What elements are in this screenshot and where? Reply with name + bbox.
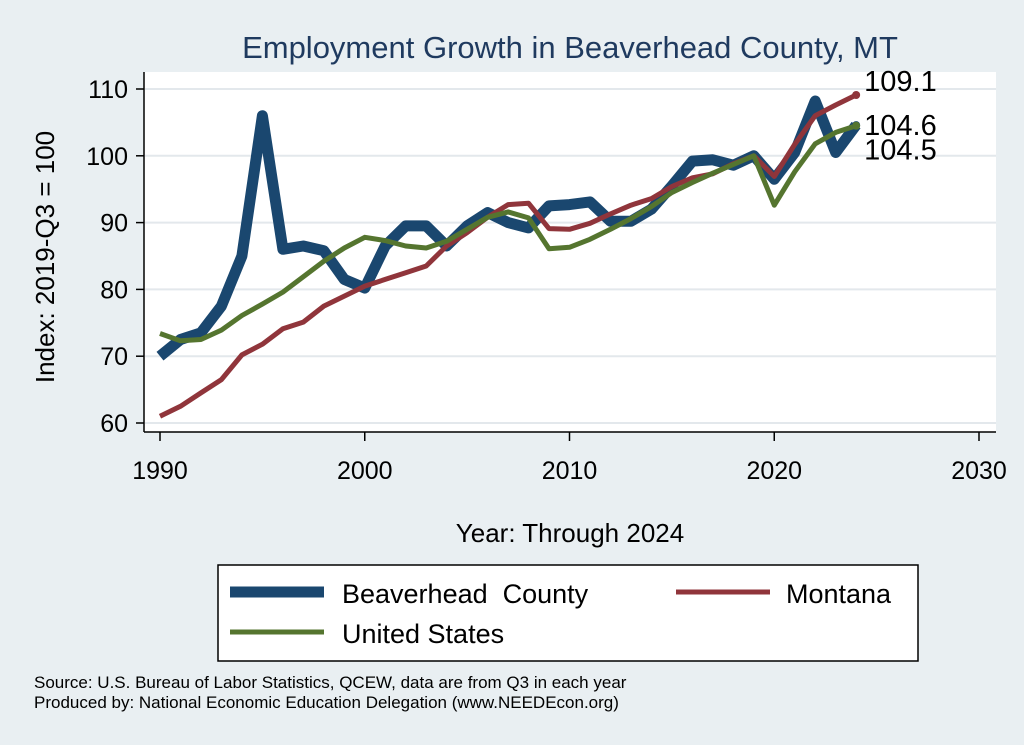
y-tick-label-70: 70: [100, 343, 128, 371]
legend-label-united-states: United States: [342, 619, 504, 649]
end-label-united-states: 104.5: [864, 135, 937, 167]
gridlines: [145, 88, 996, 424]
series-lines: [156, 92, 861, 419]
x-tick-label-2000: 2000: [337, 457, 393, 485]
producer-note: Produced by: National Economic Education…: [34, 693, 619, 712]
y-tick-label-90: 90: [100, 210, 128, 238]
legend-label-montana: Montana: [786, 579, 892, 609]
chart-title: Employment Growth in Beaverhead County, …: [242, 30, 898, 65]
legend-label-beaverhead: Beaverhead County: [342, 579, 589, 609]
y-tick-label-110: 110: [88, 76, 128, 104]
x-tick-label-2020: 2020: [746, 457, 802, 485]
end-marker-montana: [852, 91, 861, 100]
end-label-beaverhead: 104.6: [864, 110, 937, 142]
source-note: Source: U.S. Bureau of Labor Statistics,…: [34, 673, 627, 692]
end-label-montana: 109.1: [864, 66, 937, 98]
series-line-united-states: [159, 123, 857, 344]
end-labels: 104.6 109.1 104.5: [852, 66, 937, 167]
y-axis-ticks: 60 70 80 90 100 110: [86, 76, 144, 438]
legend-box: [217, 564, 919, 662]
end-marker-united-states: [852, 121, 861, 130]
legend: Beaverhead County Montana United States: [217, 564, 919, 662]
x-tick-label-2010: 2010: [542, 457, 598, 485]
y-tick-label-60: 60: [100, 410, 128, 438]
y-tick-label-100: 100: [86, 143, 128, 171]
x-axis-ticks: 1990 2000 2010 2020 2030: [132, 432, 1007, 485]
x-tick-label-1990: 1990: [132, 457, 188, 485]
x-axis-label: Year: Through 2024: [456, 518, 684, 548]
y-tick-label-80: 80: [100, 276, 128, 304]
x-tick-label-2030: 2030: [951, 457, 1007, 485]
y-axis-label: Index: 2019-Q3 = 100: [30, 131, 60, 383]
